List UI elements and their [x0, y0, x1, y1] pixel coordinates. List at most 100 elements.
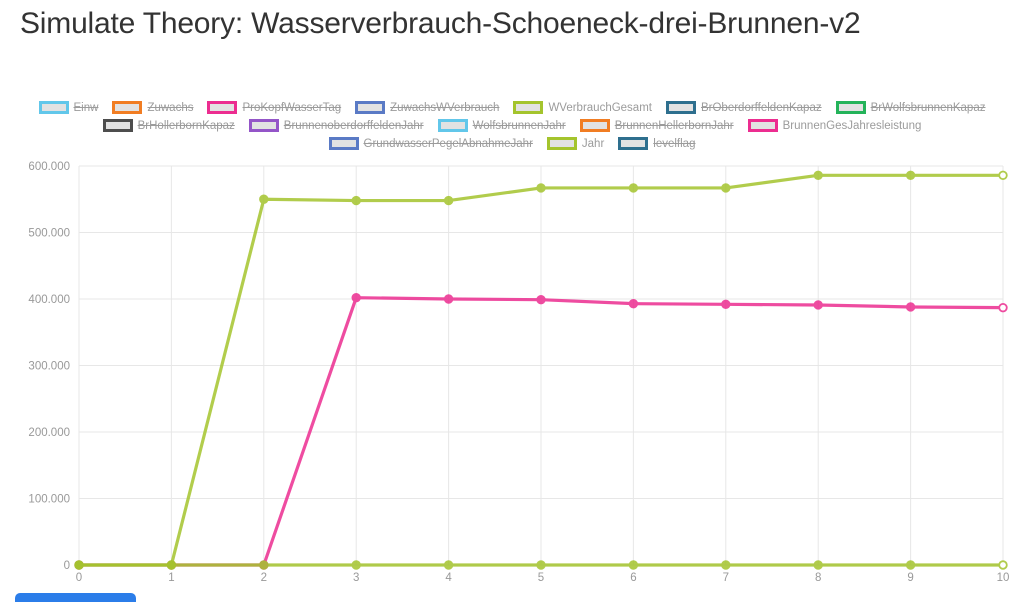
- legend-item-Einw[interactable]: Einw: [38, 101, 99, 114]
- page-title: Simulate Theory: Wasserverbrauch-Schoene…: [20, 7, 861, 40]
- legend-row: Einw Zuwachs ProKopfWasserTag ZuwachsWVerbr…: [0, 101, 1024, 114]
- data-point[interactable]: [259, 194, 269, 204]
- legend-item-BrWolfsbrunnenKapaz[interactable]: BrWolfsbrunnenKapaz: [835, 101, 986, 114]
- data-point[interactable]: [905, 560, 916, 570]
- data-point[interactable]: [813, 560, 823, 570]
- data-point[interactable]: [628, 298, 639, 309]
- legend-item-WolfsbrunnenJahr[interactable]: WolfsbrunnenJahr: [437, 119, 566, 132]
- data-point[interactable]: [536, 560, 546, 570]
- data-point[interactable]: [998, 170, 1008, 181]
- legend-item-WVerbrauchGesamt[interactable]: WVerbrauchGesamt: [513, 101, 652, 114]
- data-point[interactable]: [998, 302, 1008, 313]
- legend-item-BrunnenHellerbornJahr[interactable]: BrunnenHellerbornJahr: [579, 119, 734, 132]
- legend-label: levelflag: [653, 137, 696, 150]
- data-point[interactable]: [721, 299, 731, 310]
- legend-swatch-icon: [328, 137, 359, 150]
- svg-text:200.000: 200.000: [28, 427, 70, 439]
- legend-label: BrWolfsbrunnenKapaz: [870, 101, 986, 114]
- legend-item-GrundwasserPegelAbnahmeJahr[interactable]: GrundwasserPegelAbnahmeJahr: [328, 137, 533, 150]
- data-point[interactable]: [905, 302, 916, 312]
- data-point[interactable]: [443, 294, 454, 304]
- legend-label: GrundwasserPegelAbnahmeJahr: [363, 137, 533, 150]
- legend-row: BrHollerbornKapaz BrunnenoberdorffeldenJa…: [0, 119, 1024, 132]
- primary-button-cutoff[interactable]: [15, 593, 136, 602]
- legend-swatch-icon: [112, 101, 143, 114]
- data-point[interactable]: [813, 170, 823, 181]
- series-WVerbrauchGesamt[interactable]: [74, 170, 1008, 570]
- legend-label: Zuwachs: [147, 101, 194, 114]
- legend-label: BrunnenoberdorffeldenJahr: [283, 119, 424, 132]
- data-point[interactable]: [998, 560, 1008, 570]
- svg-text:0: 0: [76, 572, 82, 584]
- legend-label: WVerbrauchGesamt: [548, 101, 652, 114]
- legend-item-BrunnenoberdorffeldenJahr[interactable]: BrunnenoberdorffeldenJahr: [248, 119, 424, 132]
- data-point[interactable]: [259, 560, 269, 570]
- legend-label: BrOberdorffeldenKapaz: [700, 101, 822, 114]
- legend-item-Jahr[interactable]: Jahr: [546, 137, 605, 150]
- svg-text:8: 8: [815, 572, 821, 584]
- legend-swatch-icon: [38, 101, 69, 114]
- legend-label: ZuwachsWVerbrauch: [390, 101, 500, 114]
- legend-swatch-icon: [835, 101, 866, 114]
- y-axis-labels: 0 100.000 200.000 300.000 400.000 500.000 600.…: [28, 161, 70, 572]
- legend-swatch-icon: [665, 101, 696, 114]
- legend-item-BrHollerbornKapaz[interactable]: BrHollerbornKapaz: [102, 119, 235, 132]
- data-point[interactable]: [166, 560, 177, 570]
- data-point[interactable]: [351, 292, 361, 303]
- data-point[interactable]: [536, 294, 546, 305]
- legend-label: BrHollerbornKapaz: [137, 119, 235, 132]
- legend-label: BrunnenGesJahresleistung: [782, 119, 922, 132]
- legend-item-BrunnenGesJahresleistung[interactable]: BrunnenGesJahresleistung: [747, 119, 922, 132]
- legend-swatch-icon: [355, 101, 386, 114]
- data-point[interactable]: [813, 300, 823, 310]
- data-point[interactable]: [443, 195, 454, 206]
- svg-text:0: 0: [64, 560, 70, 572]
- svg-text:100.000: 100.000: [28, 494, 70, 506]
- data-point[interactable]: [351, 195, 361, 206]
- svg-text:10: 10: [997, 572, 1010, 584]
- legend-label: Einw: [73, 101, 99, 114]
- legend-swatch-icon: [747, 119, 778, 132]
- data-point[interactable]: [721, 183, 731, 193]
- legend-item-levelflag[interactable]: levelflag: [618, 137, 695, 150]
- chart-canvas[interactable]: 0 100.000 200.000 300.000 400.000 500.000 600.…: [0, 157, 1024, 593]
- svg-text:6: 6: [630, 572, 636, 584]
- data-point[interactable]: [351, 560, 361, 570]
- legend-item-BrOberdorffeldenKapaz[interactable]: BrOberdorffeldenKapaz: [665, 101, 822, 114]
- data-point[interactable]: [443, 560, 454, 570]
- legend-item-ProKopfWasserTag[interactable]: ProKopfWasserTag: [207, 101, 341, 114]
- svg-text:500.000: 500.000: [28, 228, 70, 240]
- svg-text:9: 9: [907, 572, 913, 584]
- legend-swatch-icon: [546, 137, 577, 150]
- svg-text:1: 1: [168, 572, 174, 584]
- legend-label: BrunnenHellerbornJahr: [614, 119, 734, 132]
- data-point[interactable]: [905, 170, 916, 181]
- chart-area: 0 100.000 200.000 300.000 400.000 500.000 600.…: [0, 157, 1024, 593]
- svg-text:4: 4: [445, 572, 452, 584]
- legend-swatch-icon: [579, 119, 610, 132]
- series-Jahr[interactable]: [74, 560, 1008, 570]
- svg-text:300.000: 300.000: [28, 361, 70, 373]
- legend-swatch-icon: [618, 137, 649, 150]
- data-point[interactable]: [74, 560, 84, 570]
- svg-text:2: 2: [261, 572, 267, 584]
- chart-legend: Einw Zuwachs ProKopfWasserTag ZuwachsWVerbr…: [0, 101, 1024, 155]
- legend-swatch-icon: [102, 119, 133, 132]
- legend-label: ProKopfWasserTag: [242, 101, 342, 114]
- data-point[interactable]: [536, 183, 546, 193]
- legend-label: Jahr: [581, 137, 605, 150]
- data-point[interactable]: [721, 560, 731, 570]
- grid: [78, 165, 1004, 566]
- svg-text:7: 7: [723, 572, 729, 584]
- legend-swatch-icon: [248, 119, 279, 132]
- legend-swatch-icon: [207, 101, 238, 114]
- legend-swatch-icon: [437, 119, 468, 132]
- legend-swatch-icon: [513, 101, 544, 114]
- data-point[interactable]: [628, 560, 639, 570]
- legend-item-Zuwachs[interactable]: Zuwachs: [112, 101, 193, 114]
- svg-text:5: 5: [538, 572, 544, 584]
- data-point[interactable]: [628, 183, 639, 193]
- legend-item-ZuwachsWVerbrauch[interactable]: ZuwachsWVerbrauch: [355, 101, 499, 114]
- legend-row: GrundwasserPegelAbnahmeJahr Jahr levelflag: [0, 137, 1024, 150]
